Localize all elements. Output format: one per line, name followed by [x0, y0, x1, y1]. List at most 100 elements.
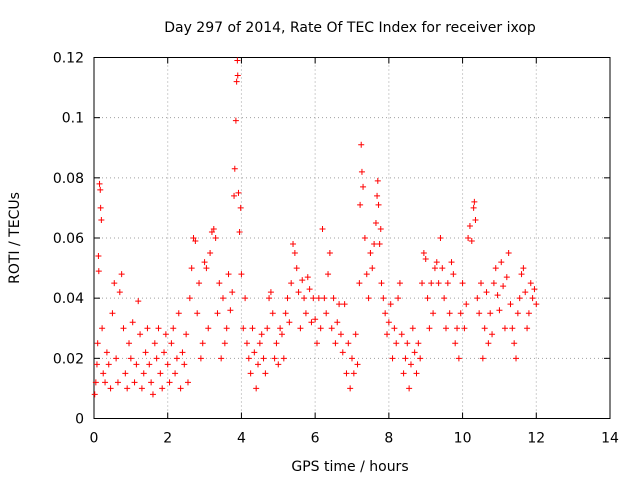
data-point [181, 361, 188, 368]
data-point [201, 259, 208, 266]
data-point [518, 271, 525, 278]
data-point [380, 295, 387, 302]
data-point [133, 361, 140, 368]
data-point [282, 310, 289, 317]
data-point [260, 355, 267, 362]
data-point [122, 370, 129, 377]
data-point [164, 361, 171, 368]
data-point [354, 361, 361, 368]
data-point [111, 280, 118, 287]
data-point [280, 355, 287, 362]
data-point [345, 340, 352, 347]
x-tick-label: 0 [90, 431, 99, 447]
data-point [232, 117, 239, 124]
data-point [389, 355, 396, 362]
data-point [137, 331, 144, 338]
data-point [262, 370, 269, 377]
data-point [452, 340, 459, 347]
data-point [350, 370, 357, 377]
data-point [455, 355, 462, 362]
data-point [216, 280, 223, 287]
data-point [247, 370, 254, 377]
data-point [387, 301, 394, 308]
data-point [332, 340, 339, 347]
data-point [360, 183, 367, 190]
data-point [278, 331, 285, 338]
data-point [249, 325, 256, 332]
data-point [358, 168, 365, 175]
data-point [505, 250, 512, 257]
data-point [413, 370, 420, 377]
data-point [253, 385, 260, 392]
data-point [251, 349, 258, 356]
data-point [334, 319, 341, 326]
data-point [286, 319, 293, 326]
data-point [229, 289, 236, 296]
data-point [376, 241, 383, 248]
data-point [149, 391, 156, 398]
data-point [151, 340, 158, 347]
data-point [302, 310, 309, 317]
data-point [116, 289, 123, 296]
data-point [124, 385, 131, 392]
plot-frame [93, 57, 611, 419]
data-point [395, 295, 402, 302]
data-point [284, 295, 291, 302]
data-point [400, 370, 407, 377]
data-point [138, 385, 145, 392]
y-tick-labels: 0 0.02 0.04 0.06 0.08 0.1 0.12 [53, 51, 84, 428]
data-point [188, 265, 195, 272]
data-point [212, 235, 219, 241]
data-point [170, 325, 177, 332]
data-point [428, 280, 435, 287]
x-tick-label: 6 [311, 431, 320, 447]
data-point [98, 216, 105, 223]
data-point [242, 295, 249, 302]
data-point [369, 265, 376, 272]
data-point [113, 355, 120, 362]
data-point [435, 280, 442, 287]
data-point [409, 325, 416, 332]
data-point [238, 271, 245, 278]
data-point [365, 295, 372, 302]
data-point [186, 295, 193, 302]
data-point [196, 280, 203, 287]
axis-ticks [93, 57, 611, 419]
data-point [118, 271, 125, 278]
data-point [148, 379, 155, 386]
data-point [437, 235, 444, 241]
data-point [99, 325, 106, 332]
data-point [481, 325, 488, 332]
data-point [533, 301, 540, 308]
data-point [483, 289, 490, 296]
data-point [426, 325, 433, 332]
data-point [153, 355, 160, 362]
data-point [422, 256, 429, 263]
data-point [511, 340, 518, 347]
y-tick-label: 0.08 [53, 171, 84, 187]
data-point [155, 325, 162, 332]
data-point [269, 310, 276, 317]
data-point [374, 192, 381, 199]
data-point [91, 391, 98, 398]
data-point [391, 325, 398, 332]
data-point [144, 325, 151, 332]
data-point [92, 379, 99, 386]
data-point [127, 355, 134, 362]
data-point [439, 265, 446, 272]
data-point [468, 238, 475, 245]
data-point [288, 280, 295, 287]
x-tick-label: 8 [384, 431, 393, 447]
data-point [516, 295, 523, 302]
data-point [372, 219, 379, 226]
data-point [304, 274, 311, 281]
data-point [474, 295, 481, 302]
x-tick-label: 14 [601, 431, 619, 447]
data-point [100, 370, 107, 377]
data-point [463, 301, 470, 308]
data-point [325, 271, 332, 278]
data-point [220, 295, 226, 302]
data-point [450, 271, 457, 278]
data-point [107, 385, 114, 392]
data-point [310, 295, 317, 302]
